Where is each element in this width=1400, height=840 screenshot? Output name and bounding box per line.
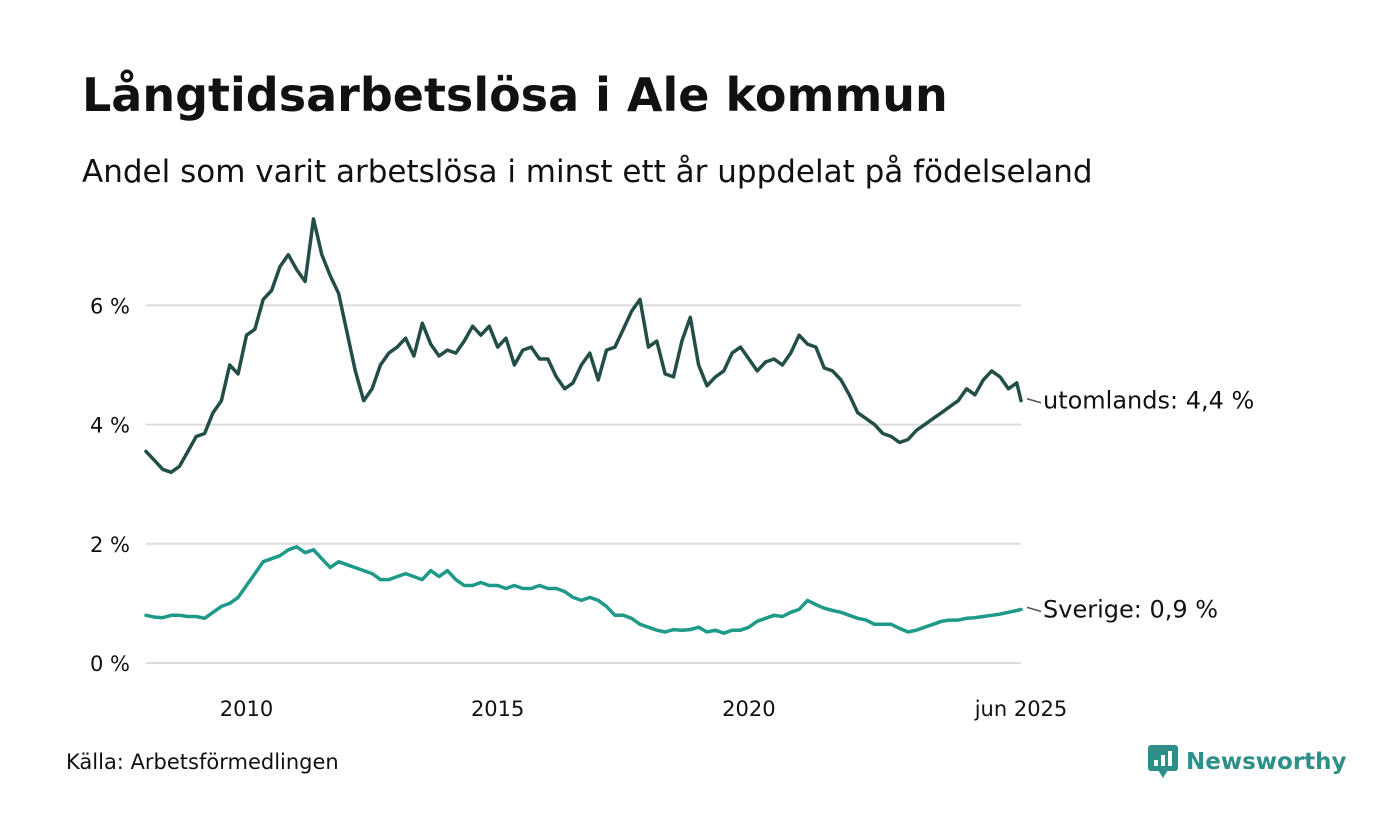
source-note: Källa: Arbetsförmedlingen	[66, 750, 339, 774]
y-axis: 0 % 2 % 4 % 6 %	[90, 294, 130, 676]
leader-line-1	[1026, 606, 1042, 613]
leader-line-0	[1026, 398, 1042, 404]
x-tick-label: 2010	[220, 697, 273, 721]
series-line-1	[144, 545, 1023, 635]
x-tick-label: 2015	[471, 697, 524, 721]
chart-subtitle: Andel som varit arbetslösa i minst ett å…	[82, 154, 1093, 190]
chart-title: Långtidsarbetslösa i Ale kommun	[82, 68, 948, 122]
x-axis: 2010 2015 2020 jun 2025	[220, 697, 1068, 721]
y-tick-label: 6 %	[90, 294, 130, 318]
series-lines	[144, 217, 1023, 635]
x-tick-label: jun 2025	[974, 697, 1068, 721]
x-tick-label: 2020	[722, 697, 775, 721]
series-end-label-0: utomlands: 4,4 %	[1043, 387, 1254, 415]
series-end-label-1: Sverige: 0,9 %	[1043, 595, 1218, 623]
y-tick-label: 0 %	[90, 652, 130, 676]
brand-logo: Newsworthy	[1148, 744, 1347, 780]
brand-name: Newsworthy	[1186, 749, 1347, 775]
series-line-0	[144, 217, 1023, 475]
y-tick-label: 2 %	[90, 533, 130, 557]
y-tick-label: 4 %	[90, 414, 130, 438]
bar-chart-speech-bubble-icon	[1148, 745, 1178, 778]
end-labels: utomlands: 4,4 % Sverige: 0,9 %	[1026, 387, 1254, 623]
